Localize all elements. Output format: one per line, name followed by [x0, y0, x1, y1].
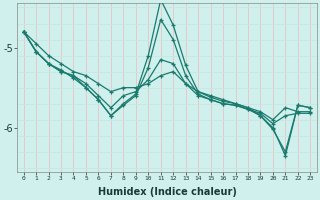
X-axis label: Humidex (Indice chaleur): Humidex (Indice chaleur): [98, 187, 236, 197]
